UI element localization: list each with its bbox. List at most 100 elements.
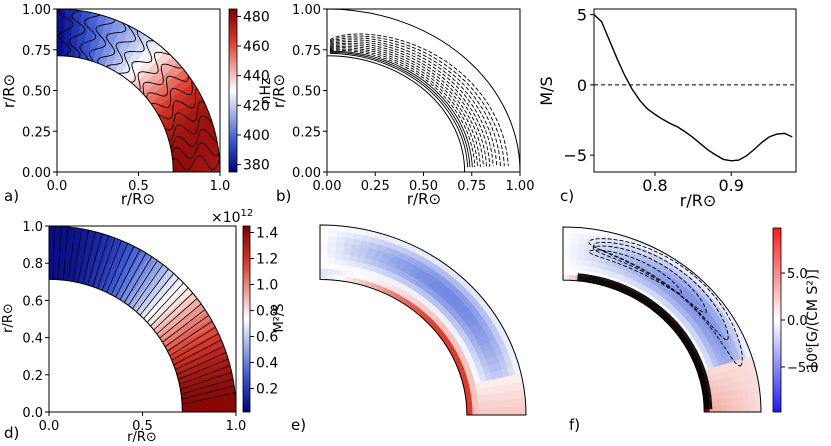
panel-e-field-cell (513, 398, 521, 408)
panel-a-colorbar-tick-label: 440 (243, 69, 270, 85)
panel-d-field-cell (217, 396, 228, 405)
panel-a-y-tick-label: 1.00 (22, 3, 51, 18)
panel-f-field-cell (563, 263, 571, 270)
panel-a-contour-line (57, 9, 74, 57)
panel-d-contour-line (97, 237, 116, 289)
panel-d-y-tick-label: 0.2 (22, 369, 43, 384)
panel-f-colorbar-tick-label: 5.0 (787, 267, 808, 282)
panel-f-colorbar-tick-label: 0.0 (787, 314, 808, 329)
panel-a-field-cell (57, 50, 64, 57)
panel-e-field-cell (466, 402, 473, 410)
panel-e-field-cell (327, 235, 338, 243)
panel-d-x-ticks: 0.0 0.5 1.0 (39, 412, 246, 434)
panel-a-contour-line (97, 22, 127, 64)
panel-f-field-cell (726, 404, 733, 412)
panel-d-y-tick-label: 0.0 (22, 406, 43, 421)
panel-d-colorbar-multiplier: ×1012 (211, 208, 253, 226)
panel-e-field-cell (500, 392, 508, 401)
panel-d-contour-line (153, 292, 194, 331)
panel-a-field-cell (195, 156, 202, 165)
panel-d-contour-line (178, 358, 229, 380)
panel-e-field-cell (472, 408, 479, 415)
panel-d-contour-line (181, 385, 235, 400)
panel-d-contour-line (139, 273, 174, 316)
panel-e-field-cell (478, 408, 485, 415)
panel-e-field-cell (501, 399, 509, 408)
panel-d-contour-line (146, 282, 184, 323)
panel-d-contour-line (119, 252, 147, 300)
panel-a-contour-line (88, 19, 116, 63)
panel-e-field-cell (320, 241, 329, 248)
panel-e-field-cell (495, 400, 503, 409)
panel-e-field-cell (507, 399, 515, 408)
panel-a-field-cell (181, 158, 188, 166)
panel-f-colorbar: 5.0 0.0 −5.0 10⁶[G/(CM S²)] (772, 227, 821, 413)
panel-d-colorbar-tick-label: 0.4 (256, 356, 278, 372)
panel-a-contour-line (146, 75, 189, 99)
panel-f-field-cell (577, 248, 587, 256)
panel-f: f) 5.0 0.0 −5.0 10⁶[G/(CM S²)] (562, 226, 821, 434)
panel-e-field-cell (482, 394, 491, 403)
panel-d-multiplier-exponent: 12 (241, 208, 254, 219)
panel-f-field-cell (569, 269, 577, 276)
panel-d-contour-line (159, 303, 202, 339)
panel-d-colorbar-tick-label: 0.6 (256, 330, 278, 346)
panel-d-contour-line (123, 256, 153, 303)
panel-f-field-cell (576, 259, 585, 266)
panel-e-field-cell (320, 262, 328, 270)
panel-d-field-cell (49, 261, 56, 271)
panel-a-contour-line (172, 155, 220, 171)
panel-f-label: f) (569, 416, 580, 434)
panel-d-field-cell (49, 234, 58, 245)
panel-d-field-cell (217, 403, 228, 412)
panel-f-field-cell (569, 253, 579, 260)
panel-a-field-cell (63, 32, 72, 39)
panel-d-contour-line (128, 260, 158, 306)
panel-f-colorbar-label: 10⁶[G/(CM S²)] (805, 269, 821, 371)
panel-b-contours (329, 33, 509, 168)
panel-d-contour-line (171, 333, 219, 361)
panel-d-field-cell (225, 387, 236, 397)
panel-f-contour-line (593, 241, 729, 341)
panel-b-y-tick-label: 0.75 (292, 44, 321, 59)
panel-d-contour-line (181, 378, 234, 395)
panel-b-x-tick-label: 1.00 (506, 179, 535, 194)
panel-a-xlabel: r/R⊙ (121, 190, 155, 208)
panel-a-ylabel: r/R⊙ (0, 74, 18, 108)
panel-f-field-cell (749, 403, 756, 412)
panel-d-contour-line (101, 240, 122, 291)
panel-b-x-tick-label: 0.75 (457, 179, 486, 194)
panel-c-x-tick-label: 0.9 (718, 176, 743, 195)
panel-b-label: b) (276, 187, 291, 205)
panel-a-field-cell (186, 157, 193, 166)
panel-f-field-cell (570, 242, 580, 250)
panel-a-contours (57, 9, 220, 171)
panel-a-field-cell (57, 9, 66, 15)
panel-f-field-cell (569, 258, 578, 265)
panel-a-colorbar-tick-label: 480 (243, 9, 270, 25)
panel-d-contour-line (87, 233, 103, 286)
panel-d-colorbar-tick-label: 0.8 (256, 304, 278, 320)
panel-f-contour-line (588, 238, 743, 367)
panel-b-contour-line (329, 37, 501, 167)
panel-f-field-cell (563, 232, 572, 239)
panel-f-field-cell (563, 242, 572, 249)
panel-e-field-cell (320, 268, 328, 275)
panel-d-contour-line (162, 309, 206, 343)
panel-b-y-tick-label: 0.50 (292, 85, 321, 100)
panel-b-contour-line (329, 39, 498, 167)
panel-b-contour-line (329, 44, 487, 167)
panel-e-field-cell (519, 406, 526, 415)
panel-a-label: a) (4, 187, 19, 205)
panel-a-contour-line (118, 30, 145, 74)
panel-b-contour-line (329, 49, 476, 168)
panel-f-field-cell (732, 404, 739, 412)
panel-c-y-tick-label: 0 (577, 76, 587, 95)
panel-d-colorbar-tick-label: 1.4 (256, 226, 278, 242)
panel-a-x-ticks: 0.0 0.5 1.0 (47, 172, 230, 194)
panel-e-field-cell (490, 407, 497, 415)
panel-a-contour-line (151, 80, 193, 109)
panel-c-ylabel: M/S (537, 76, 556, 105)
panel-d-contour-line (156, 298, 198, 335)
panel-b-contour-line (329, 51, 471, 168)
